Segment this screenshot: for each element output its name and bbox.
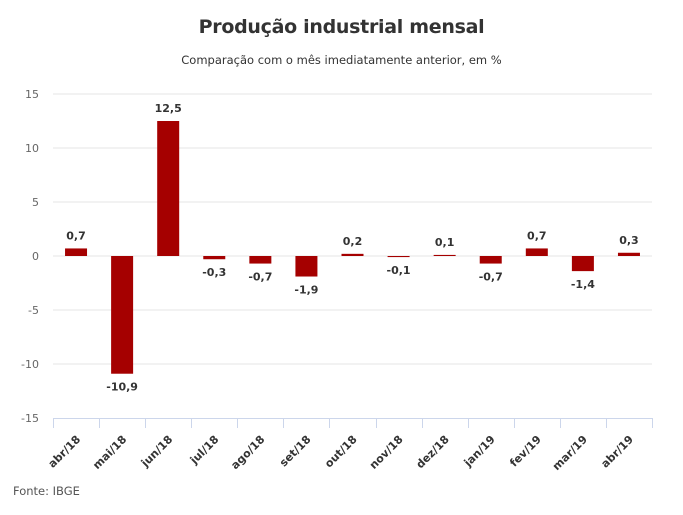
- bar: [249, 256, 272, 264]
- data-label: 0,7: [66, 229, 86, 242]
- y-tick-label: -15: [21, 412, 39, 425]
- y-tick-label: 10: [25, 142, 39, 155]
- x-tick-label: jan/19: [461, 433, 498, 470]
- data-labels: 0,7 -10,9 12,5 -0,3 -0,7 -1,9 0,2 -0,1 0,1 -0,7 0,…: [64, 100, 640, 396]
- data-label: 0,1: [435, 236, 455, 249]
- bar: [295, 256, 318, 277]
- bar: [433, 254, 456, 256]
- chart-title: Produção industrial mensal: [198, 16, 485, 38]
- bar: [203, 256, 226, 260]
- bar: [341, 253, 364, 256]
- x-tick-label: abr/19: [599, 433, 637, 471]
- x-tick-label: set/18: [277, 433, 313, 469]
- gridlines: [53, 93, 652, 365]
- bar: [157, 121, 180, 256]
- data-label: -0,3: [202, 266, 226, 279]
- x-tick-label: jun/18: [138, 433, 175, 470]
- data-label: -10,9: [106, 381, 138, 394]
- x-axis: abr/18 mai/18 jun/18 jul/18 ago/18 set/18 out/…: [46, 418, 653, 473]
- y-tick-label: 15: [25, 88, 39, 101]
- data-label: 0,2: [343, 235, 363, 248]
- chart-subtitle: Comparação com o mês imediatamente anter…: [181, 53, 502, 67]
- y-tick-label: -5: [28, 304, 39, 317]
- bar: [65, 248, 88, 256]
- data-label: 0,3: [619, 234, 639, 247]
- x-tick-label: nov/18: [367, 433, 406, 472]
- data-label: -0,1: [387, 264, 411, 277]
- x-tick-label: out/18: [322, 433, 359, 470]
- x-tick-label: mai/18: [90, 433, 129, 472]
- bar: [111, 256, 134, 374]
- y-tick-label: 5: [32, 196, 39, 209]
- x-tick-label: ago/18: [228, 433, 267, 472]
- data-label: 0,7: [527, 229, 547, 242]
- bar: [571, 256, 594, 272]
- bar: [479, 256, 502, 264]
- bar: [387, 256, 410, 258]
- data-label: -1,4: [571, 278, 595, 291]
- bar: [617, 252, 640, 256]
- bars: [65, 121, 640, 374]
- data-label: 12,5: [155, 102, 182, 115]
- bar: [525, 248, 548, 256]
- x-tick-label: abr/18: [46, 433, 84, 471]
- x-tick-label: dez/18: [414, 433, 452, 471]
- y-tick-label: 0: [32, 250, 39, 263]
- x-tick-label: jul/18: [187, 433, 221, 467]
- source-note: Fonte: IBGE: [13, 484, 80, 498]
- data-label: -0,7: [479, 271, 503, 284]
- y-tick-label: -10: [21, 358, 39, 371]
- data-label: -0,7: [248, 271, 272, 284]
- y-axis: 15 10 5 0 -5 -10 -15: [21, 88, 39, 425]
- x-tick-label: fev/19: [507, 433, 544, 470]
- data-label: -1,9: [294, 284, 318, 297]
- x-tick-label: mar/19: [550, 433, 590, 473]
